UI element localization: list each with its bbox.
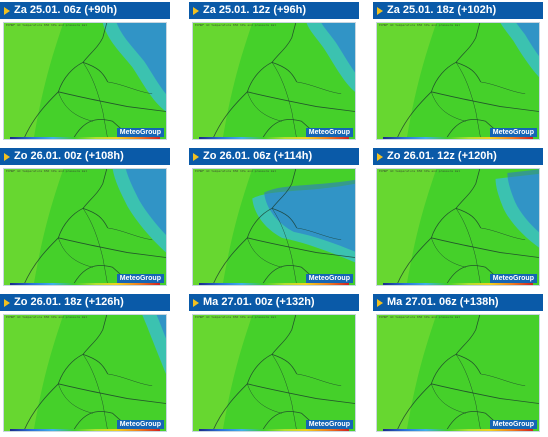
map-image xyxy=(193,169,355,285)
map-image xyxy=(4,315,166,431)
map-image xyxy=(377,23,539,139)
forecast-map[interactable]: ECMWF 4d temperature 850 hPa and pressur… xyxy=(192,168,356,286)
map-caption: ECMWF 4d temperature 850 hPa and pressur… xyxy=(379,169,461,173)
forecast-map[interactable]: ECMWF 4d temperature 850 hPa and pressur… xyxy=(3,168,167,286)
map-caption: ECMWF 4d temperature 850 hPa and pressur… xyxy=(195,315,277,319)
map-image xyxy=(4,169,166,285)
forecast-map[interactable]: ECMWF 4d temperature 850 hPa and pressur… xyxy=(192,22,356,140)
panel-header[interactable]: Ma 27.01. 00z (+132h) xyxy=(189,294,359,311)
play-arrow-icon xyxy=(193,299,199,307)
meteogroup-logo: MeteoGroup xyxy=(489,274,537,283)
panel-header-label: Ma 27.01. 06z (+138h) xyxy=(387,296,499,308)
map-image xyxy=(193,315,355,431)
play-arrow-icon xyxy=(4,7,10,15)
map-image xyxy=(377,169,539,285)
meteogroup-logo: MeteoGroup xyxy=(116,128,164,137)
meteogroup-logo: MeteoGroup xyxy=(116,420,164,429)
panel-header-label: Zo 26.01. 00z (+108h) xyxy=(14,150,124,162)
panel-header-label: Zo 26.01. 18z (+126h) xyxy=(14,296,124,308)
play-arrow-icon xyxy=(377,153,383,161)
forecast-map[interactable]: ECMWF 4d temperature 850 hPa and pressur… xyxy=(376,314,540,432)
meteogroup-logo: MeteoGroup xyxy=(116,274,164,283)
map-image xyxy=(193,23,355,139)
meteogroup-logo: MeteoGroup xyxy=(489,420,537,429)
color-scale xyxy=(383,137,533,139)
panel-header[interactable]: Zo 26.01. 06z (+114h) xyxy=(189,148,359,165)
play-arrow-icon xyxy=(193,153,199,161)
panel-header-label: Zo 26.01. 12z (+120h) xyxy=(387,150,497,162)
forecast-map[interactable]: ECMWF 4d temperature 850 hPa and pressur… xyxy=(3,22,167,140)
panel-header[interactable]: Za 25.01. 12z (+96h) xyxy=(189,2,359,19)
meteogroup-logo: MeteoGroup xyxy=(489,128,537,137)
map-caption: ECMWF 4d temperature 850 hPa and pressur… xyxy=(379,315,461,319)
play-arrow-icon xyxy=(377,7,383,15)
color-scale xyxy=(10,429,160,431)
meteogroup-logo: MeteoGroup xyxy=(305,274,353,283)
play-arrow-icon xyxy=(377,299,383,307)
panel-header-label: Za 25.01. 18z (+102h) xyxy=(387,4,497,16)
color-scale xyxy=(10,283,160,285)
panel-header-label: Za 25.01. 12z (+96h) xyxy=(203,4,307,16)
forecast-map[interactable]: ECMWF 4d temperature 850 hPa and pressur… xyxy=(3,314,167,432)
map-caption: ECMWF 4d temperature 850 hPa and pressur… xyxy=(195,169,277,173)
panel-header[interactable]: Zo 26.01. 00z (+108h) xyxy=(0,148,170,165)
color-scale xyxy=(383,429,533,431)
map-caption: ECMWF 4d temperature 850 hPa and pressur… xyxy=(6,169,88,173)
forecast-map[interactable]: ECMWF 4d temperature 850 hPa and pressur… xyxy=(376,22,540,140)
play-arrow-icon xyxy=(4,299,10,307)
panel-header[interactable]: Za 25.01. 06z (+90h) xyxy=(0,2,170,19)
color-scale xyxy=(199,429,349,431)
map-image xyxy=(377,315,539,431)
panel-header-label: Za 25.01. 06z (+90h) xyxy=(14,4,118,16)
map-caption: ECMWF 4d temperature 850 hPa and pressur… xyxy=(6,315,88,319)
color-scale xyxy=(199,137,349,139)
panel-header[interactable]: Ma 27.01. 06z (+138h) xyxy=(373,294,543,311)
panel-header[interactable]: Zo 26.01. 18z (+126h) xyxy=(0,294,170,311)
map-caption: ECMWF 4d temperature 850 hPa and pressur… xyxy=(6,23,88,27)
map-caption: ECMWF 4d temperature 850 hPa and pressur… xyxy=(379,23,461,27)
map-caption: ECMWF 4d temperature 850 hPa and pressur… xyxy=(195,23,277,27)
panel-header-label: Ma 27.01. 00z (+132h) xyxy=(203,296,315,308)
meteogroup-logo: MeteoGroup xyxy=(305,420,353,429)
meteogroup-logo: MeteoGroup xyxy=(305,128,353,137)
forecast-map[interactable]: ECMWF 4d temperature 850 hPa and pressur… xyxy=(376,168,540,286)
forecast-map[interactable]: ECMWF 4d temperature 850 hPa and pressur… xyxy=(192,314,356,432)
color-scale xyxy=(383,283,533,285)
color-scale xyxy=(199,283,349,285)
panel-header-label: Zo 26.01. 06z (+114h) xyxy=(203,150,313,162)
map-image xyxy=(4,23,166,139)
panel-header[interactable]: Zo 26.01. 12z (+120h) xyxy=(373,148,543,165)
play-arrow-icon xyxy=(4,153,10,161)
color-scale xyxy=(10,137,160,139)
panel-header[interactable]: Za 25.01. 18z (+102h) xyxy=(373,2,543,19)
play-arrow-icon xyxy=(193,7,199,15)
